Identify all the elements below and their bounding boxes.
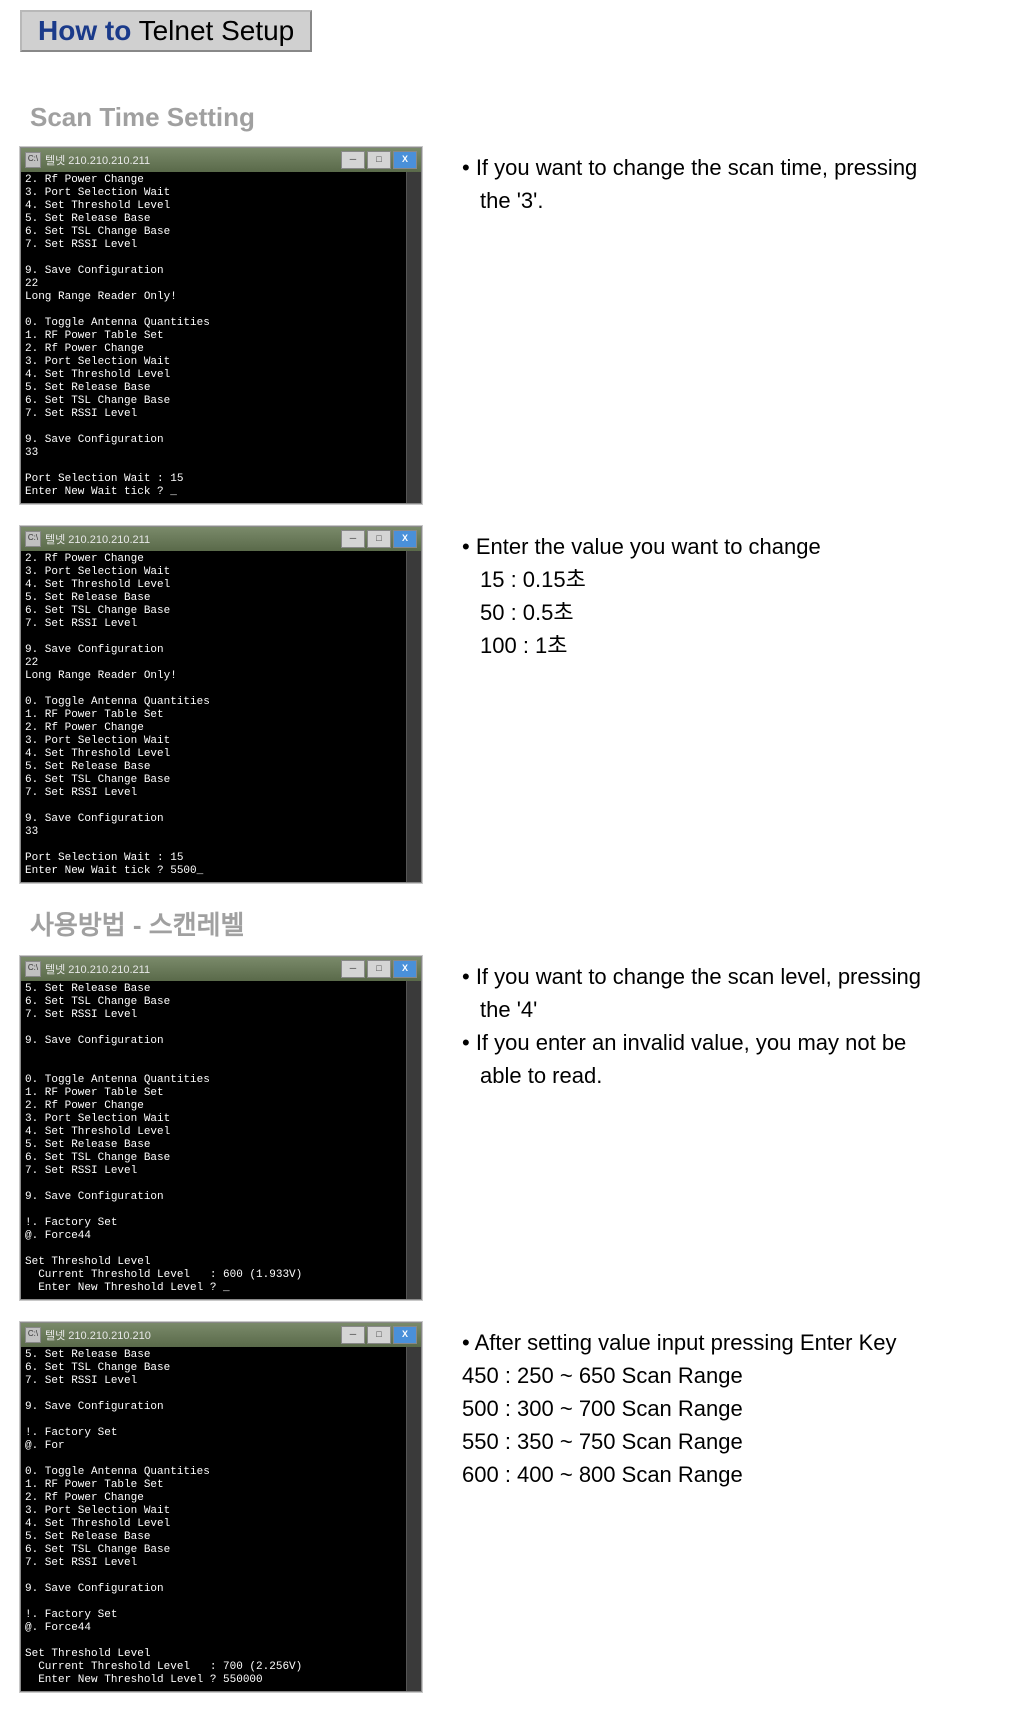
titlebar-ip: 텔넷 210.210.210.210 <box>45 1327 151 1343</box>
page-title-box: How to Telnet Setup <box>20 10 312 52</box>
terminal-content: 5. Set Release Base 6. Set TSL Change Ba… <box>21 981 406 1299</box>
titlebar-ip: 텔넷 210.210.210.211 <box>45 961 150 977</box>
desc-line: the '4' <box>462 993 921 1026</box>
terminal-window-4: C:\ 텔넷 210.210.210.210 ─ □ X 5. Set Rele… <box>20 1322 422 1692</box>
titlebar: C:\ 텔넷 210.210.210.211 ─ □ X <box>21 148 421 172</box>
cmd-icon: C:\ <box>25 531 41 547</box>
titlebar-ip: 텔넷 210.210.210.211 <box>45 152 150 168</box>
maximize-button[interactable]: □ <box>367 1326 391 1344</box>
terminal-window-2: C:\ 텔넷 210.210.210.211 ─ □ X 2. Rf Power… <box>20 526 422 883</box>
scrollbar[interactable] <box>406 981 421 1299</box>
block-4: C:\ 텔넷 210.210.210.210 ─ □ X 5. Set Rele… <box>20 1322 1013 1692</box>
cmd-icon: C:\ <box>25 961 41 977</box>
title-howto: How to <box>38 15 131 46</box>
desc-line: • If you want to change the scan time, p… <box>462 151 917 184</box>
desc-line: • After setting value input pressing Ent… <box>462 1326 897 1359</box>
minimize-button[interactable]: ─ <box>341 151 365 169</box>
window-controls: ─ □ X <box>341 960 417 978</box>
desc-line: the '3'. <box>462 184 917 217</box>
titlebar: C:\ 텔넷 210.210.210.211 ─ □ X <box>21 527 421 551</box>
description-1: • If you want to change the scan time, p… <box>462 147 917 217</box>
maximize-button[interactable]: □ <box>367 530 391 548</box>
title-rest: Telnet Setup <box>131 15 294 46</box>
maximize-button[interactable]: □ <box>367 151 391 169</box>
terminal-window-3: C:\ 텔넷 210.210.210.211 ─ □ X 5. Set Rele… <box>20 956 422 1300</box>
titlebar-ip: 텔넷 210.210.210.211 <box>45 531 150 547</box>
titlebar-left: C:\ 텔넷 210.210.210.211 <box>25 531 150 547</box>
desc-line: 50 : 0.5초 <box>462 596 821 629</box>
cmd-icon: C:\ <box>25 152 41 168</box>
description-3: • If you want to change the scan level, … <box>462 956 921 1092</box>
window-controls: ─ □ X <box>341 151 417 169</box>
titlebar: C:\ 텔넷 210.210.210.211 ─ □ X <box>21 957 421 981</box>
description-2: • Enter the value you want to change 15 … <box>462 526 821 662</box>
block-1: C:\ 텔넷 210.210.210.211 ─ □ X 2. Rf Power… <box>20 147 1013 504</box>
section-heading-scan-time: Scan Time Setting <box>30 102 1013 133</box>
desc-line: 15 : 0.15초 <box>462 563 821 596</box>
desc-line: 500 : 300 ~ 700 Scan Range <box>462 1392 897 1425</box>
desc-line: • Enter the value you want to change <box>462 530 821 563</box>
desc-line: 600 : 400 ~ 800 Scan Range <box>462 1458 897 1491</box>
desc-line: 550 : 350 ~ 750 Scan Range <box>462 1425 897 1458</box>
titlebar-left: C:\ 텔넷 210.210.210.211 <box>25 152 150 168</box>
desc-line: 450 : 250 ~ 650 Scan Range <box>462 1359 897 1392</box>
block-2: C:\ 텔넷 210.210.210.211 ─ □ X 2. Rf Power… <box>20 526 1013 883</box>
minimize-button[interactable]: ─ <box>341 530 365 548</box>
close-button[interactable]: X <box>393 960 417 978</box>
close-button[interactable]: X <box>393 151 417 169</box>
scrollbar[interactable] <box>406 551 421 882</box>
desc-line: able to read. <box>462 1059 921 1092</box>
terminal-content: 2. Rf Power Change 3. Port Selection Wai… <box>21 172 406 503</box>
scrollbar[interactable] <box>406 172 421 503</box>
terminal-window-1: C:\ 텔넷 210.210.210.211 ─ □ X 2. Rf Power… <box>20 147 422 504</box>
window-controls: ─ □ X <box>341 1326 417 1344</box>
terminal-content: 2. Rf Power Change 3. Port Selection Wai… <box>21 551 406 882</box>
titlebar-left: C:\ 텔넷 210.210.210.210 <box>25 1327 151 1343</box>
minimize-button[interactable]: ─ <box>341 960 365 978</box>
cmd-icon: C:\ <box>25 1327 41 1343</box>
close-button[interactable]: X <box>393 1326 417 1344</box>
maximize-button[interactable]: □ <box>367 960 391 978</box>
window-controls: ─ □ X <box>341 530 417 548</box>
page-title: How to Telnet Setup <box>38 15 294 46</box>
desc-line: • If you want to change the scan level, … <box>462 960 921 993</box>
minimize-button[interactable]: ─ <box>341 1326 365 1344</box>
titlebar-left: C:\ 텔넷 210.210.210.211 <box>25 961 150 977</box>
desc-line: • If you enter an invalid value, you may… <box>462 1026 921 1059</box>
titlebar: C:\ 텔넷 210.210.210.210 ─ □ X <box>21 1323 421 1347</box>
close-button[interactable]: X <box>393 530 417 548</box>
block-3: C:\ 텔넷 210.210.210.211 ─ □ X 5. Set Rele… <box>20 956 1013 1300</box>
description-4: • After setting value input pressing Ent… <box>462 1322 897 1491</box>
section-heading-scan-level: 사용방법 - 스캔레벨 <box>30 905 1013 942</box>
desc-line: 100 : 1초 <box>462 629 821 662</box>
